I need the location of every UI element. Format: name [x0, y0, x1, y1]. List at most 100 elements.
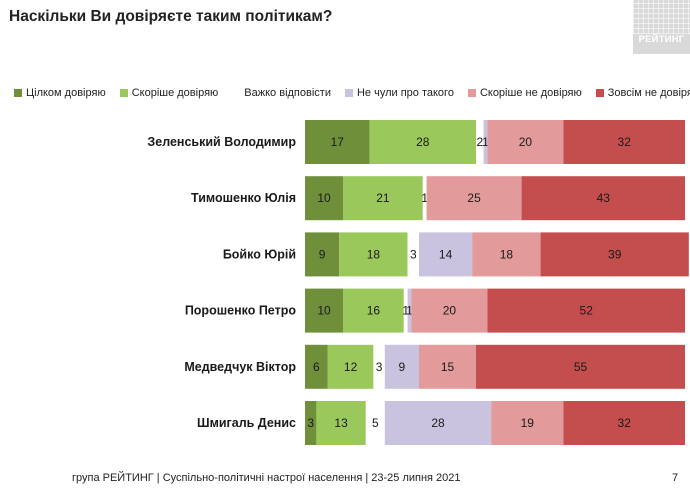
data-label-0-2: 2	[476, 135, 483, 149]
bar-segment-4-4	[419, 344, 476, 389]
bar-segment-1-0	[305, 176, 343, 221]
data-label-5-3: 28	[431, 416, 445, 430]
footer-text: група РЕЙТИНГ | Суспільно-політичні наст…	[72, 472, 461, 484]
legend-item-4: Скоріше не довіряю	[467, 87, 582, 99]
bar-segment-3-3	[407, 288, 412, 333]
data-label-3-5: 52	[580, 304, 594, 318]
legend-label-4: Скоріше не довіряю	[479, 87, 582, 99]
data-label-1-4: 25	[467, 191, 481, 205]
data-label-0-5: 32	[618, 135, 632, 149]
bar-segment-5-2	[365, 401, 385, 445]
data-label-2-2: 3	[410, 247, 417, 261]
rating-logo: РЕЙТИНГ	[633, 0, 690, 54]
legend-item-5: Зовсім не довіряю	[595, 87, 690, 99]
bar-segment-0-3	[483, 120, 488, 164]
bar-segment-1-4	[426, 176, 522, 221]
data-label-4-4: 15	[441, 360, 455, 374]
bar-segment-1-1	[343, 176, 423, 221]
legend-item-2: Важко відповісти	[232, 87, 331, 99]
data-label-5-5: 32	[618, 416, 632, 430]
legend-swatch-3	[344, 89, 353, 97]
legend-swatch-1	[119, 89, 128, 97]
data-label-3-3: 1	[406, 304, 413, 318]
bar-segment-3-5	[487, 288, 685, 333]
bar-segment-1-2	[422, 176, 427, 221]
data-label-2-1: 18	[367, 247, 381, 261]
legend-swatch-5	[595, 89, 604, 97]
data-label-1-0: 10	[317, 191, 331, 205]
data-label-0-4: 20	[519, 135, 533, 149]
logo-icon	[633, 0, 690, 34]
category-label-4: Медведчук Віктор	[184, 360, 296, 374]
bar-segment-2-0	[305, 232, 340, 277]
category-label-3: Порошенко Петро	[185, 304, 297, 318]
bar-segment-2-3	[419, 232, 473, 277]
bar-segment-1-5	[521, 176, 685, 221]
bar-segment-4-0	[305, 344, 328, 389]
data-label-2-3: 14	[439, 247, 453, 261]
bar-segment-0-0	[305, 120, 370, 164]
bar-segment-3-1	[343, 288, 404, 333]
category-label-1: Тимошенко Юлія	[191, 191, 296, 205]
page-number: 7	[672, 472, 679, 484]
data-label-4-0: 6	[313, 360, 320, 374]
legend-item-1: Скоріше довіряю	[119, 87, 219, 99]
data-label-5-4: 19	[521, 416, 535, 430]
bar-segment-2-1	[339, 232, 408, 277]
data-label-1-1: 21	[376, 191, 390, 205]
data-label-5-2: 5	[372, 416, 379, 430]
bar-segment-3-4	[411, 288, 488, 333]
data-label-4-2: 3	[376, 360, 383, 374]
data-label-2-5: 39	[608, 247, 622, 261]
legend-swatch-2	[232, 89, 241, 97]
bar-segment-4-1	[327, 344, 374, 389]
bar-segment-4-5	[476, 344, 685, 389]
data-label-4-1: 12	[344, 360, 358, 374]
legend-item-3: Не чули про такого	[344, 87, 454, 99]
data-label-1-2: 1	[421, 191, 428, 205]
legend-swatch-0	[14, 89, 22, 97]
bar-segment-5-4	[491, 401, 564, 445]
bar-segment-3-0	[305, 288, 343, 333]
data-label-3-4: 20	[443, 304, 457, 318]
data-label-5-0: 3	[307, 416, 314, 430]
bar-segment-4-3	[384, 344, 419, 389]
data-label-0-3: 1	[482, 135, 489, 149]
bar-segment-2-5	[540, 232, 689, 277]
bar-segment-5-0	[305, 401, 317, 445]
bar-segment-4-2	[373, 344, 385, 389]
data-label-4-5: 55	[574, 360, 588, 374]
data-label-2-4: 18	[500, 247, 514, 261]
bar-segment-3-2	[403, 288, 408, 333]
data-label-3-0: 10	[317, 304, 331, 318]
data-label-0-1: 28	[416, 135, 430, 149]
legend-label-1: Скоріше довіряю	[131, 87, 219, 99]
data-label-3-2: 1	[402, 304, 409, 318]
category-label-0: Зеленський Володимир	[147, 135, 296, 149]
bar-segment-0-2	[476, 120, 484, 164]
legend-label-3: Не чули про такого	[356, 87, 454, 99]
bar-segment-0-5	[563, 120, 685, 164]
bar-segment-2-2	[407, 232, 419, 277]
bar-segment-0-1	[369, 120, 476, 164]
logo-text: РЕЙТИНГ	[638, 34, 685, 45]
legend-label-0: Цілком довіряю	[26, 87, 106, 99]
legend-label-2: Важко відповісти	[244, 87, 331, 99]
bar-segment-5-3	[384, 401, 492, 445]
data-label-1-5: 43	[597, 191, 611, 205]
legend-swatch-4	[467, 89, 476, 97]
data-label-3-1: 16	[367, 304, 381, 318]
bar-segment-5-1	[316, 401, 366, 445]
data-label-4-3: 9	[399, 360, 406, 374]
data-label-0-0: 17	[331, 135, 345, 149]
category-label-2: Бойко Юрій	[223, 247, 296, 261]
category-label-5: Шмигаль Денис	[197, 416, 296, 430]
bar-segment-2-4	[472, 232, 541, 277]
chart-legend: Цілком довіряю Скоріше довіряю Важко відпо…	[14, 86, 690, 100]
data-label-5-1: 13	[334, 416, 348, 430]
bar-segment-5-5	[563, 401, 685, 445]
legend-item-0: Цілком довіряю	[14, 87, 106, 99]
page-title: Наскільки Ви довіряєте таким політикам?	[9, 8, 333, 25]
legend-label-5: Зовсім не довіряю	[607, 87, 690, 99]
